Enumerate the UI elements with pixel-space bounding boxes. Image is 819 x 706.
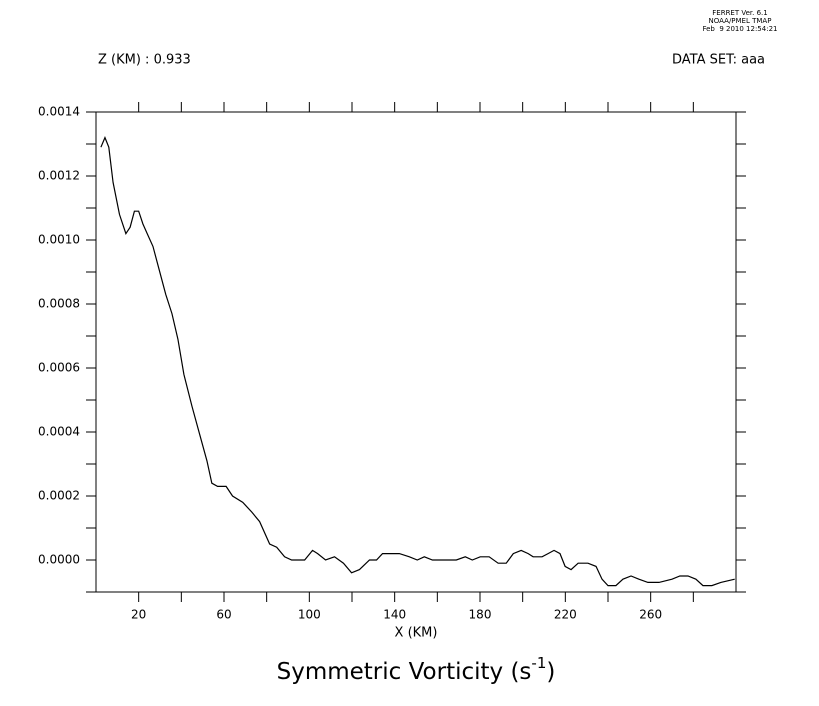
header-line: NOAA/PMEL TMAP — [709, 17, 772, 25]
y-tick-label: 0.0002 — [38, 489, 80, 503]
x-tick-label: 100 — [298, 608, 321, 622]
y-tick-label: 0.0004 — [38, 425, 80, 439]
data-line — [100, 136, 735, 587]
x-tick-label: 140 — [383, 608, 406, 622]
x-tick-label: 260 — [639, 608, 662, 622]
y-tick-label: 0.0010 — [38, 233, 80, 247]
y-tick-label: 0.0000 — [38, 553, 80, 567]
chart-title: Symmetric Vorticity (s-1) — [277, 654, 556, 685]
title-main: Symmetric Vorticity (s — [277, 659, 532, 685]
dataset-label: DATA SET: aaa — [672, 53, 765, 68]
y-tick-label: 0.0006 — [38, 361, 80, 375]
x-axis-label: X (KM) — [395, 626, 438, 641]
title-superscript: -1 — [531, 654, 546, 672]
x-tick-label: 20 — [131, 608, 146, 622]
x-tick-label: 60 — [216, 608, 231, 622]
x-tick-label: 180 — [469, 608, 492, 622]
y-tick-label: 0.0012 — [38, 169, 80, 183]
x-tick-label: 220 — [554, 608, 577, 622]
y-tick-label: 0.0014 — [38, 105, 80, 119]
header-line: FERRET Ver. 6.1 — [712, 9, 767, 17]
header-line: Feb 9 2010 12:54:21 — [702, 25, 777, 33]
plot-frame — [95, 111, 737, 593]
y-tick-label: 0.0008 — [38, 297, 80, 311]
title-end: ) — [546, 659, 555, 685]
z-label: Z (KM) : 0.933 — [98, 53, 191, 68]
